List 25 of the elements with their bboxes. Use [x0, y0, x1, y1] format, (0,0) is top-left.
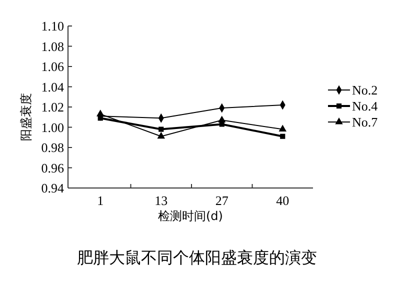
legend-label: No.2: [352, 82, 378, 98]
y-tick-label: 1.02: [41, 100, 64, 115]
point: [278, 124, 286, 132]
point: [96, 110, 104, 116]
x-tick-label: 27: [215, 193, 229, 208]
y-tick-label: 1.04: [41, 79, 64, 94]
y-tick-label: 1.10: [41, 18, 64, 34]
point: [280, 134, 286, 139]
legend-label: No.4: [352, 98, 378, 114]
legend-label: No.7: [352, 114, 378, 130]
point: [158, 126, 164, 132]
y-tick-label: 0.96: [41, 160, 64, 176]
y-tick-label: 0.94: [41, 180, 64, 196]
y-tick-label: 0.98: [41, 140, 64, 156]
point: [157, 132, 165, 139]
x-axis-title: 检测时间(d): [158, 209, 223, 223]
x-tick-label: 13: [154, 193, 168, 208]
y-tick-label: 1.08: [41, 38, 64, 54]
text: 肥胖大鼠不同个体阳盛衰度的演变: [77, 248, 317, 267]
x-tick-label: 1: [97, 193, 104, 208]
y-tick-label: 1.06: [41, 59, 64, 74]
y-tick-label: 1.00: [41, 120, 64, 135]
point: [218, 116, 226, 122]
y-axis-title: 阳盛衰度: [19, 93, 33, 141]
x-tick-label: 40: [276, 193, 290, 208]
